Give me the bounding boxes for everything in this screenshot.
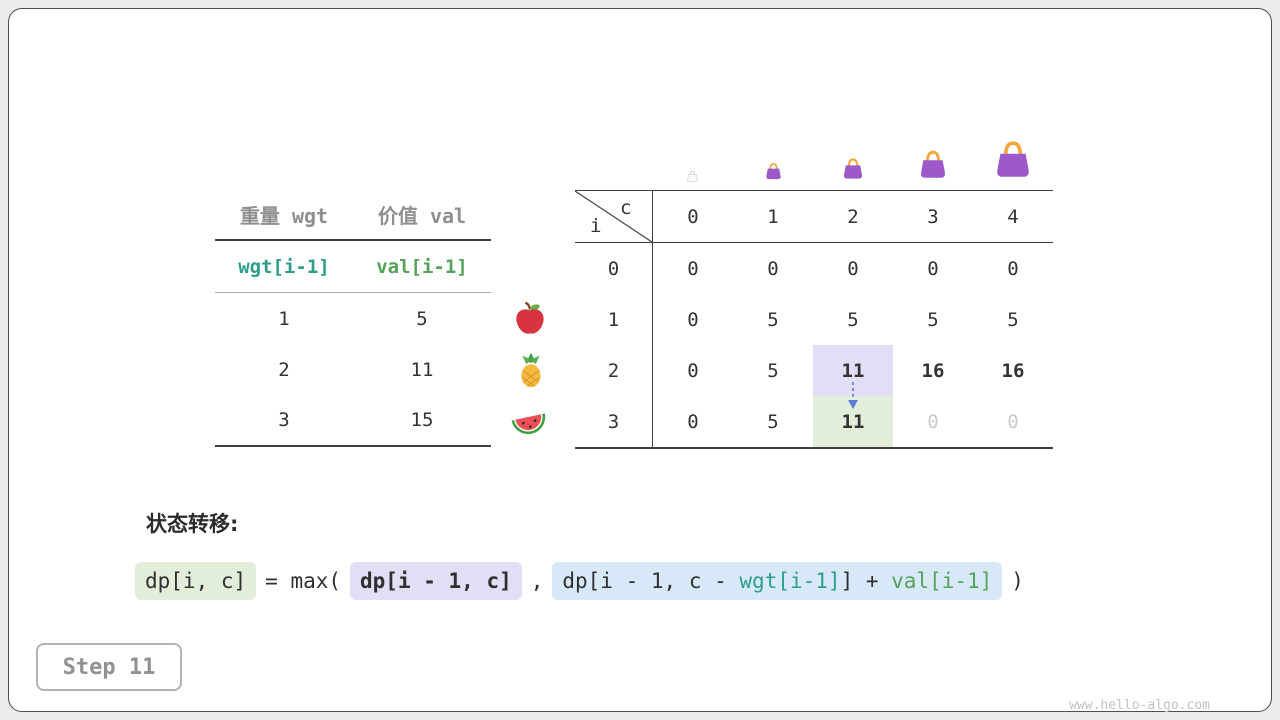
dp-table: c i 0 1 2 3 4 0 0 0 0 0 0 1 0 5 5 5 5 2 … [575, 190, 1053, 449]
dp-col-header-1: 1 [767, 205, 779, 228]
dp-row-header-0: 0 [575, 243, 653, 294]
dp-corner-col-label: c [620, 197, 632, 219]
item-3-weight: 3 [278, 409, 290, 431]
dp-cell-3-3: 0 [927, 410, 939, 433]
item-2-weight: 2 [278, 358, 290, 381]
dp-cell-2-1: 5 [767, 359, 779, 382]
dp-col-header-2: 2 [847, 205, 859, 228]
dp-cell-1-1: 5 [767, 308, 779, 331]
dp-cell-0-2: 0 [847, 257, 859, 280]
dp-cell-1-2: 5 [847, 308, 859, 331]
formula-arg2: dp[i - 1, c - wgt[i-1]] + val[i-1] [552, 562, 1003, 600]
item-1-value: 5 [416, 307, 428, 330]
dp-row-header-2: 2 [575, 345, 653, 396]
formula-lhs: dp[i, c] [135, 562, 257, 600]
dp-row-1: 1 0 5 5 5 5 [575, 294, 1053, 345]
bag-capacity-1-icon [764, 162, 783, 185]
formula-equals-max: = max( [265, 569, 342, 593]
dp-row-header-3: 3 [575, 396, 653, 447]
items-formula-val: val[i-1] [376, 255, 468, 278]
dp-col-header-3: 3 [927, 205, 939, 228]
dp-cell-0-4: 0 [1007, 257, 1019, 280]
items-row-3: 3 15 [215, 395, 491, 445]
items-formula-wgt: wgt[i-1] [238, 255, 330, 278]
corner-diagonal-line [575, 191, 652, 242]
dp-cell-3-0: 0 [687, 410, 699, 433]
bag-capacity-0-icon [686, 168, 699, 187]
formula-arg2-mid: ] + [840, 569, 892, 593]
formula-arg2-val: val[i-1] [891, 569, 993, 593]
formula-arg2-wgt: wgt[i-1] [739, 569, 841, 593]
item-3-value: 15 [410, 409, 434, 431]
items-table: 重量 wgt 价值 val wgt[i-1] val[i-1] 1 5 2 11… [215, 190, 491, 447]
transition-arrow-icon [848, 382, 858, 409]
state-transition-label: 状态转移: [146, 512, 239, 536]
state-transition-formula: dp[i, c] = max( dp[i - 1, c] , dp[i - 1,… [135, 562, 1033, 600]
dp-row-header-1: 1 [575, 294, 653, 345]
dp-cell-1-4: 5 [1007, 308, 1019, 331]
formula-comma: , [530, 569, 544, 593]
dp-corner-cell: c i [575, 191, 653, 242]
bag-capacity-2-icon [841, 157, 865, 185]
pineapple-icon [509, 348, 553, 392]
formula-arg2-prefix: dp[i - 1, c - [562, 569, 740, 593]
watermark: www.hello-algo.com [1069, 698, 1210, 713]
dp-cell-1-3: 5 [927, 308, 939, 331]
dp-row-3: 3 0 5 11 0 0 [575, 396, 1053, 447]
items-row-2: 2 11 [215, 344, 491, 395]
dp-cell-2-3: 16 [921, 359, 945, 382]
dp-header-row: c i 0 1 2 3 4 [575, 191, 1053, 243]
bag-capacity-4-icon [992, 139, 1034, 185]
dp-col-header-0: 0 [687, 205, 699, 228]
dp-corner-row-label: i [590, 215, 602, 237]
watermelon-icon [507, 399, 551, 443]
dp-cell-2-4: 16 [1001, 359, 1025, 382]
bag-capacity-3-icon [917, 149, 949, 185]
dp-col-header-4: 4 [1007, 205, 1019, 228]
dp-row-0: 0 0 0 0 0 0 [575, 243, 1053, 294]
dp-cell-3-4: 0 [1007, 410, 1019, 433]
dp-cell-2-2-source-highlight: 11 [813, 345, 893, 396]
apple-icon [508, 296, 552, 340]
item-1-weight: 1 [278, 307, 290, 330]
dp-cell-0-3: 0 [927, 257, 939, 280]
items-row-1: 1 5 [215, 293, 491, 344]
dp-cell-2-0: 0 [687, 359, 699, 382]
item-2-value: 11 [410, 358, 434, 381]
formula-close-paren: ) [1011, 569, 1024, 593]
dp-cell-3-2-target-highlight: 11 [813, 396, 893, 447]
dp-cell-1-0: 0 [687, 308, 699, 331]
dp-cell-3-1: 5 [767, 410, 779, 433]
dp-cell-0-1: 0 [767, 257, 779, 280]
dp-row-2: 2 0 5 11 16 16 [575, 345, 1053, 396]
items-col-weight-header: 重量 wgt [239, 204, 329, 228]
formula-arg1: dp[i - 1, c] [350, 562, 522, 600]
items-formula-row: wgt[i-1] val[i-1] [215, 241, 491, 293]
items-col-value-header: 价值 val [377, 204, 467, 228]
step-badge: Step 11 [36, 643, 182, 691]
dp-cell-0-0: 0 [687, 257, 699, 280]
items-header-row: 重量 wgt 价值 val [215, 190, 491, 241]
